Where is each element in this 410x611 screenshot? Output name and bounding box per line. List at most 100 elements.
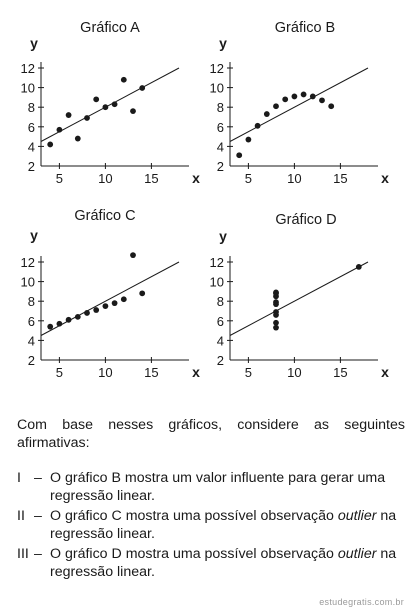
y-tick-label: 10 [21,275,35,290]
statement-text-start: O gráfico C mostra uma possível observaç… [50,508,338,524]
data-point [319,97,325,104]
statement-text-end: na regressão linear. [50,508,397,542]
statement-item-1: I – O gráfico B mostra um valor influent… [17,469,405,505]
y-tick-label: 2 [28,353,35,368]
data-point [120,296,127,303]
chart-title: Gráfico B [275,20,335,36]
x-tick-label: 15 [144,171,158,186]
x-axis-label: x [192,170,200,186]
statement-number: II [17,508,25,524]
statement-list: I – O gráfico B mostra um valor influent… [17,469,405,581]
statement-text: O gráfico B mostra um valor influente pa… [50,470,386,504]
watermark: estudegratis.com.br [319,597,404,607]
x-tick-label: 15 [333,171,347,186]
x-axis-label: x [381,170,389,186]
data-point [111,300,118,307]
question-text: Com base nesses gráficos, considere as s… [17,416,405,583]
x-tick-label: 15 [144,365,158,380]
x-tick-label: 10 [98,365,112,380]
data-point [309,93,316,100]
data-point [74,313,81,320]
x-tick-label: 5 [245,365,252,380]
statement-dash: – [34,508,42,524]
x-tick-label: 10 [287,171,301,186]
statement-number: I [17,470,21,486]
y-tick-label: 8 [28,100,35,115]
x-tick-label: 5 [245,171,252,186]
y-tick-label: 6 [217,314,224,329]
y-tick-label: 12 [21,61,35,76]
y-tick-label: 6 [217,120,224,135]
y-axis-label: y [219,35,227,51]
data-point [84,115,90,121]
y-tick-label: 12 [21,255,35,270]
y-tick-label: 4 [28,333,35,348]
data-point [65,316,72,323]
chart-3: Gráfico C y x 2 4 6 8 10 12 5 10 15 [21,208,201,380]
data-point [139,290,146,297]
statement-text: O gráfico D mostra uma possível observaç… [50,545,405,581]
statement-number: III [17,546,29,562]
data-point [291,93,298,100]
data-point [300,91,307,98]
data-point [328,103,335,110]
data-point [56,126,63,133]
x-tick-label: 10 [98,171,112,186]
y-tick-label: 6 [28,314,35,329]
data-point [120,76,127,83]
chart-title: Gráfico A [80,20,140,36]
charts-area: Gráfico A y x 2 4 6 8 10 12 5 10 15 Gráfico B y x 2 4 6 8 1… [21,20,390,380]
data-point [273,103,279,110]
statement-item-3: III – O gráfico D mostra uma possível ob… [17,545,405,581]
chart-title: Gráfico C [74,208,135,224]
regression-line [40,261,180,336]
y-tick-label: 4 [217,333,224,348]
statement-emphasis: outlier [337,508,377,524]
regression-line [40,67,180,142]
data-point [130,252,136,259]
data-point [139,85,146,91]
data-point [263,111,270,117]
data-point [273,309,279,315]
y-tick-label: 2 [217,159,224,174]
data-point [282,96,289,103]
y-tick-label: 6 [28,120,35,135]
statement-dash: – [34,546,42,562]
y-tick-label: 4 [217,139,224,154]
y-tick-label: 10 [210,81,224,96]
data-point [56,320,63,327]
data-point [273,324,279,331]
data-point [93,96,100,103]
y-tick-label: 12 [210,255,224,270]
data-point [102,104,109,111]
y-tick-label: 4 [28,139,35,154]
y-tick-label: 2 [28,159,35,174]
data-point [93,307,100,313]
chart-title: Gráfico D [275,212,336,228]
data-point [355,264,362,270]
chart-4: Gráfico D y x 2 4 6 8 10 12 5 10 15 [210,212,390,380]
y-tick-label: 8 [28,294,35,309]
y-tick-label: 10 [21,81,35,96]
statement-item-2: II – O gráfico C mostra uma possível obs… [17,507,405,543]
statement-text: O gráfico C mostra uma possível observaç… [50,507,405,543]
data-point [74,135,81,142]
y-axis-label: y [219,228,227,244]
x-axis-label: x [381,364,389,380]
data-point [236,152,243,159]
x-axis-label: x [192,364,200,380]
data-point [47,141,54,148]
data-point [65,112,72,118]
x-tick-label: 10 [287,365,301,380]
y-axis-label: y [30,35,38,51]
statement-text-start: O gráfico D mostra uma possível observaç… [50,546,338,562]
y-tick-label: 10 [210,275,224,290]
chart-1: Gráfico A y x 2 4 6 8 10 12 5 10 15 [21,20,201,186]
y-tick-label: 12 [210,61,224,76]
question-intro: Com base nesses gráficos, considere as s… [17,417,405,451]
y-tick-label: 8 [217,100,224,115]
statement-dash: – [34,470,42,486]
x-tick-label: 15 [333,365,347,380]
regression-line [229,67,369,142]
data-point [84,310,90,316]
